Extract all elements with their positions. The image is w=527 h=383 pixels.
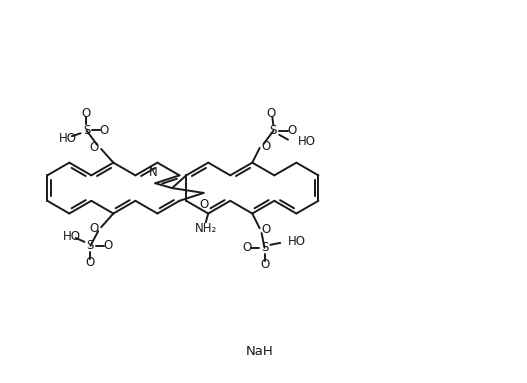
Text: O: O [99, 124, 108, 137]
Text: HO: HO [63, 229, 81, 242]
Text: O: O [287, 124, 297, 137]
Text: O: O [90, 141, 99, 154]
Text: S: S [270, 124, 277, 137]
Text: S: S [83, 124, 90, 137]
Text: NH₂: NH₂ [194, 222, 217, 235]
Text: O: O [199, 198, 208, 211]
Text: O: O [103, 239, 112, 252]
Text: O: O [243, 241, 252, 254]
Text: S: S [261, 241, 268, 254]
Text: O: O [90, 222, 99, 235]
Text: O: O [86, 256, 95, 269]
Text: O: O [260, 259, 269, 272]
Text: HO: HO [59, 132, 77, 145]
Text: HO: HO [288, 236, 306, 249]
Text: O: O [266, 107, 276, 120]
Text: N: N [149, 166, 157, 179]
Text: HO: HO [298, 135, 316, 148]
Text: O: O [262, 223, 271, 236]
Text: NaH: NaH [246, 345, 274, 358]
Text: O: O [262, 140, 271, 153]
Text: S: S [87, 239, 94, 252]
Text: O: O [82, 107, 91, 120]
